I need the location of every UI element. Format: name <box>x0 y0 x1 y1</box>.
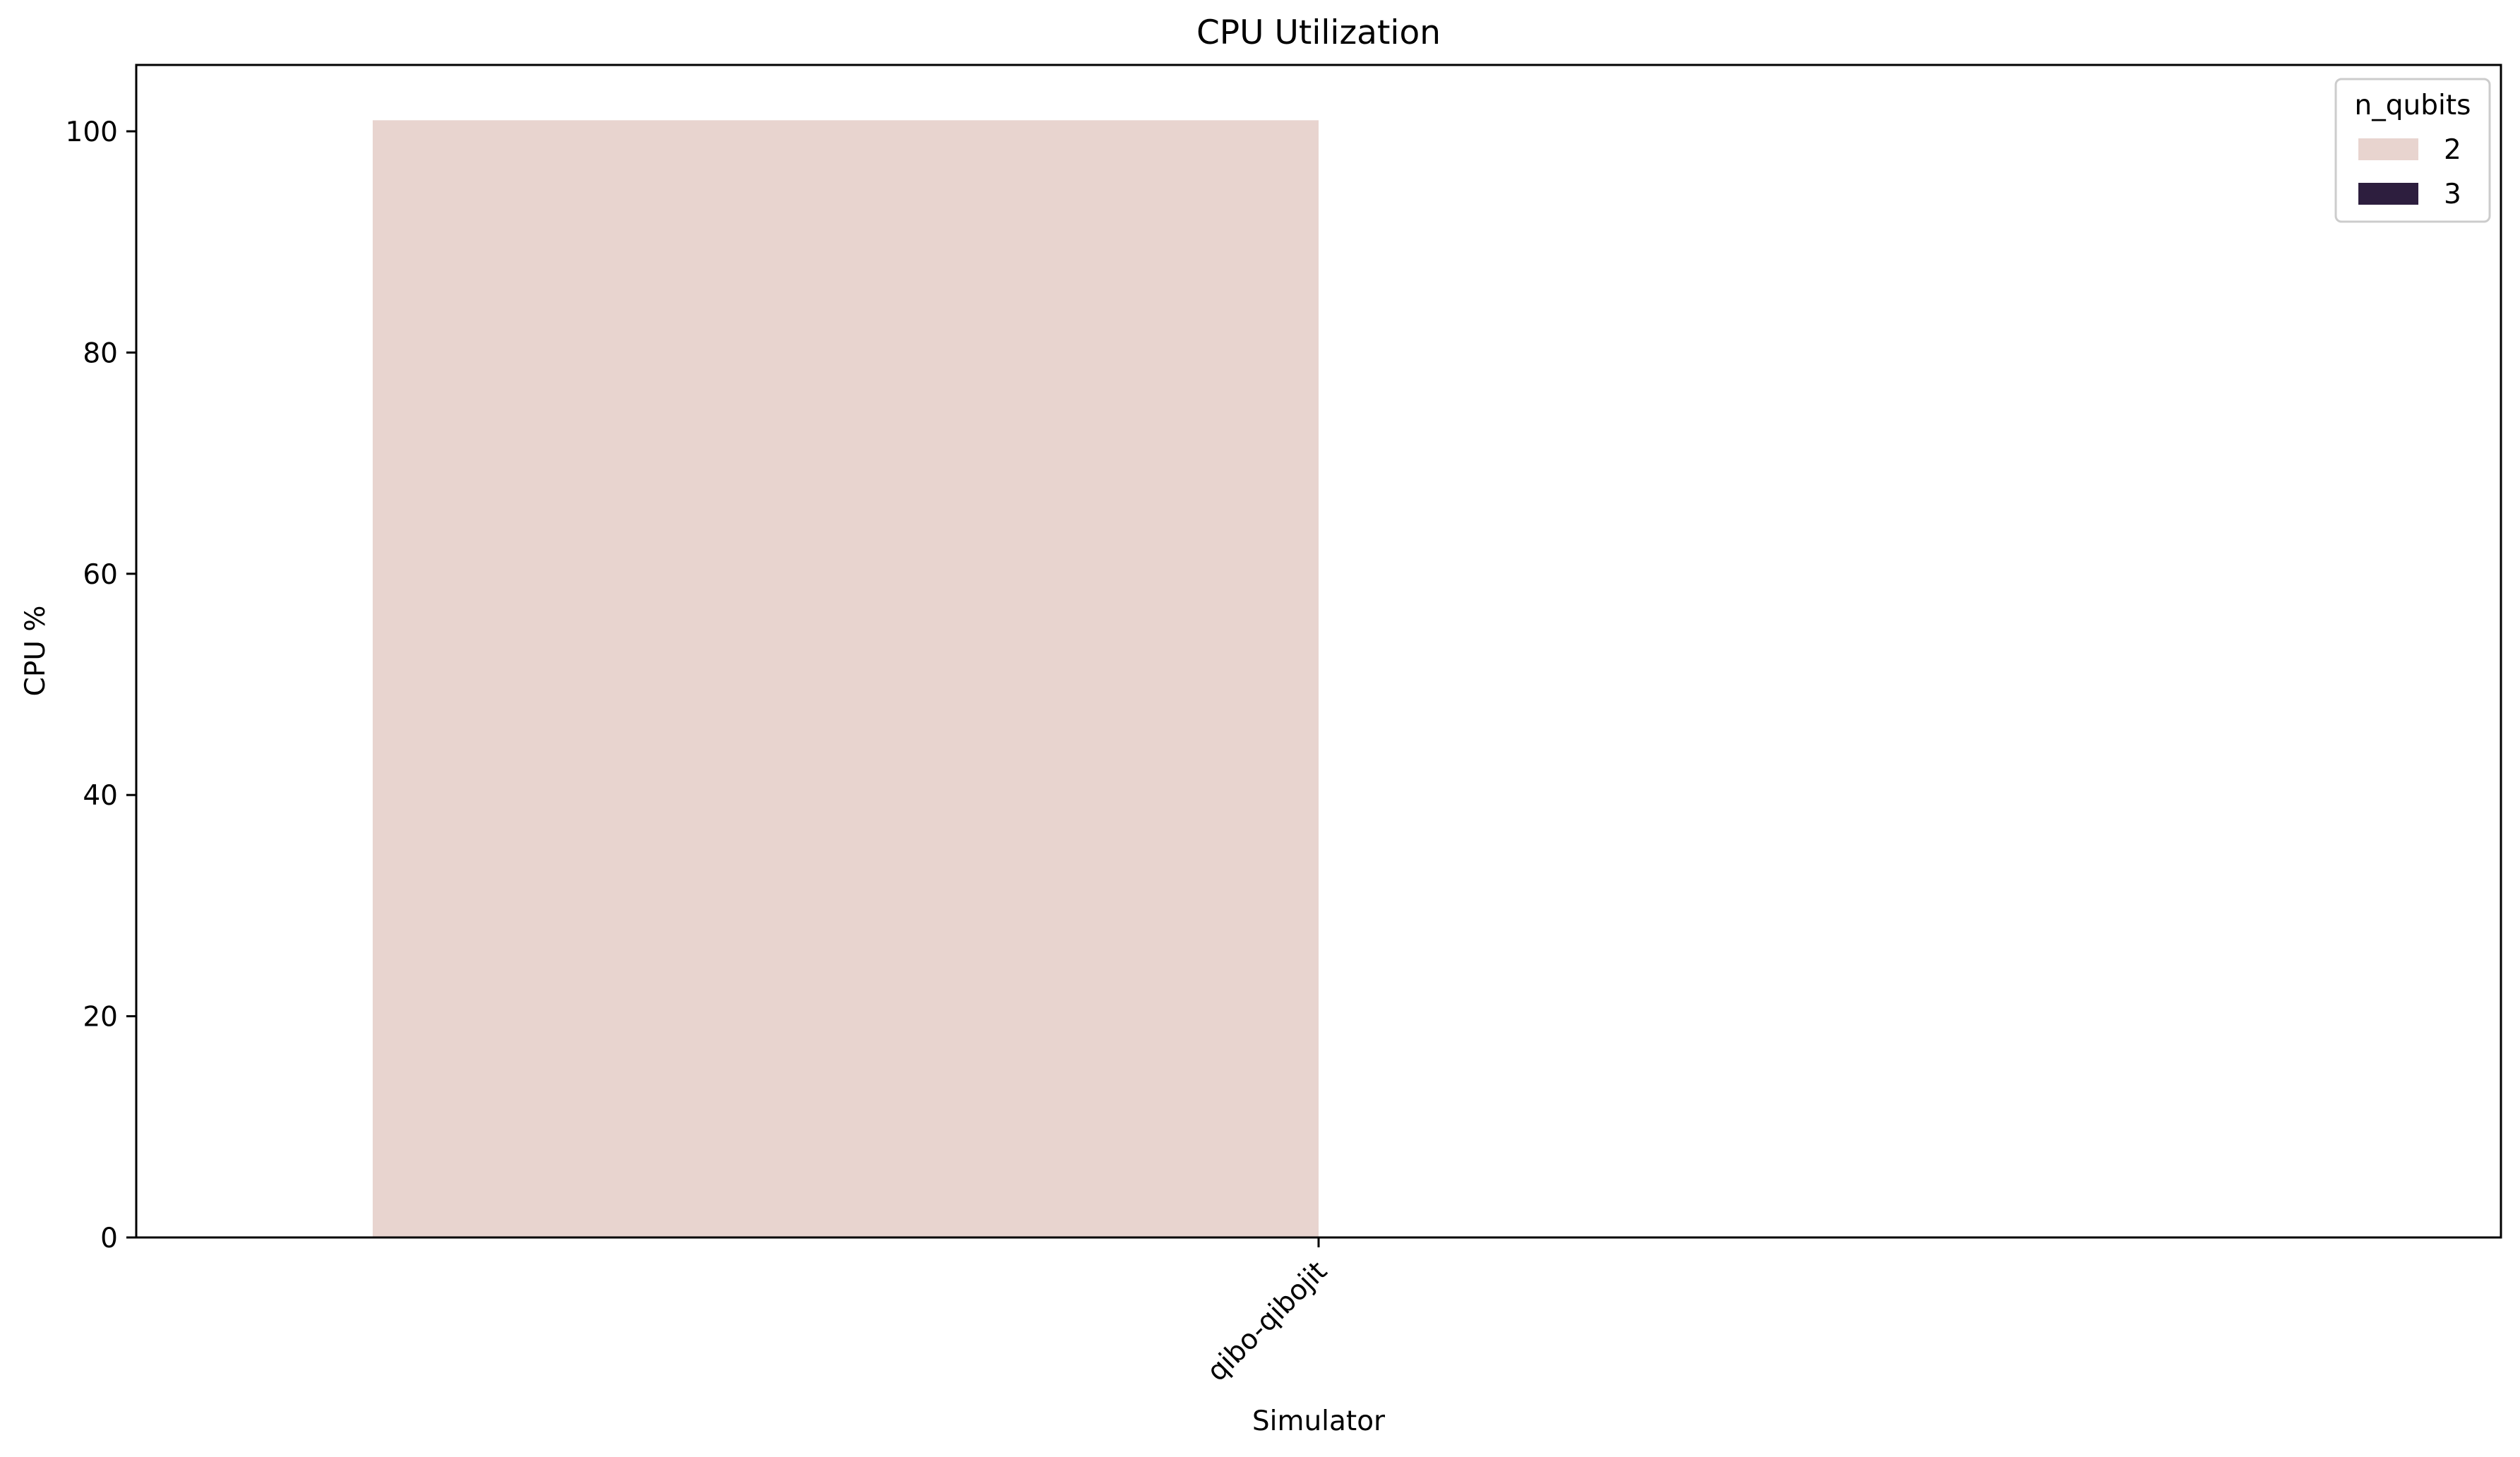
y-tick-label: 80 <box>83 337 118 369</box>
legend-label-3: 3 <box>2444 179 2461 210</box>
y-tick-label: 100 <box>66 116 118 148</box>
legend-title: n_qubits <box>2355 90 2471 121</box>
x-axis-label: Simulator <box>1252 1405 1386 1437</box>
bars-group <box>373 120 1319 1237</box>
legend-swatch-2 <box>2358 138 2418 160</box>
y-tick-label: 0 <box>100 1223 118 1254</box>
legend-label-2: 2 <box>2444 134 2461 166</box>
legend: n_qubits 2 3 <box>2334 78 2491 223</box>
y-tick-label: 40 <box>83 780 118 812</box>
plot-area-frame <box>135 64 2502 1239</box>
y-tick-label: 60 <box>83 559 118 591</box>
y-axis-label: CPU % <box>20 606 52 697</box>
bar-qibo-qibojit-2 <box>373 120 1319 1237</box>
chart-title: CPU Utilization <box>1196 13 1441 52</box>
legend-swatch-3 <box>2358 183 2418 205</box>
y-axis: 0 20 40 60 80 100 <box>66 116 136 1254</box>
y-tick-label: 20 <box>83 1002 118 1033</box>
